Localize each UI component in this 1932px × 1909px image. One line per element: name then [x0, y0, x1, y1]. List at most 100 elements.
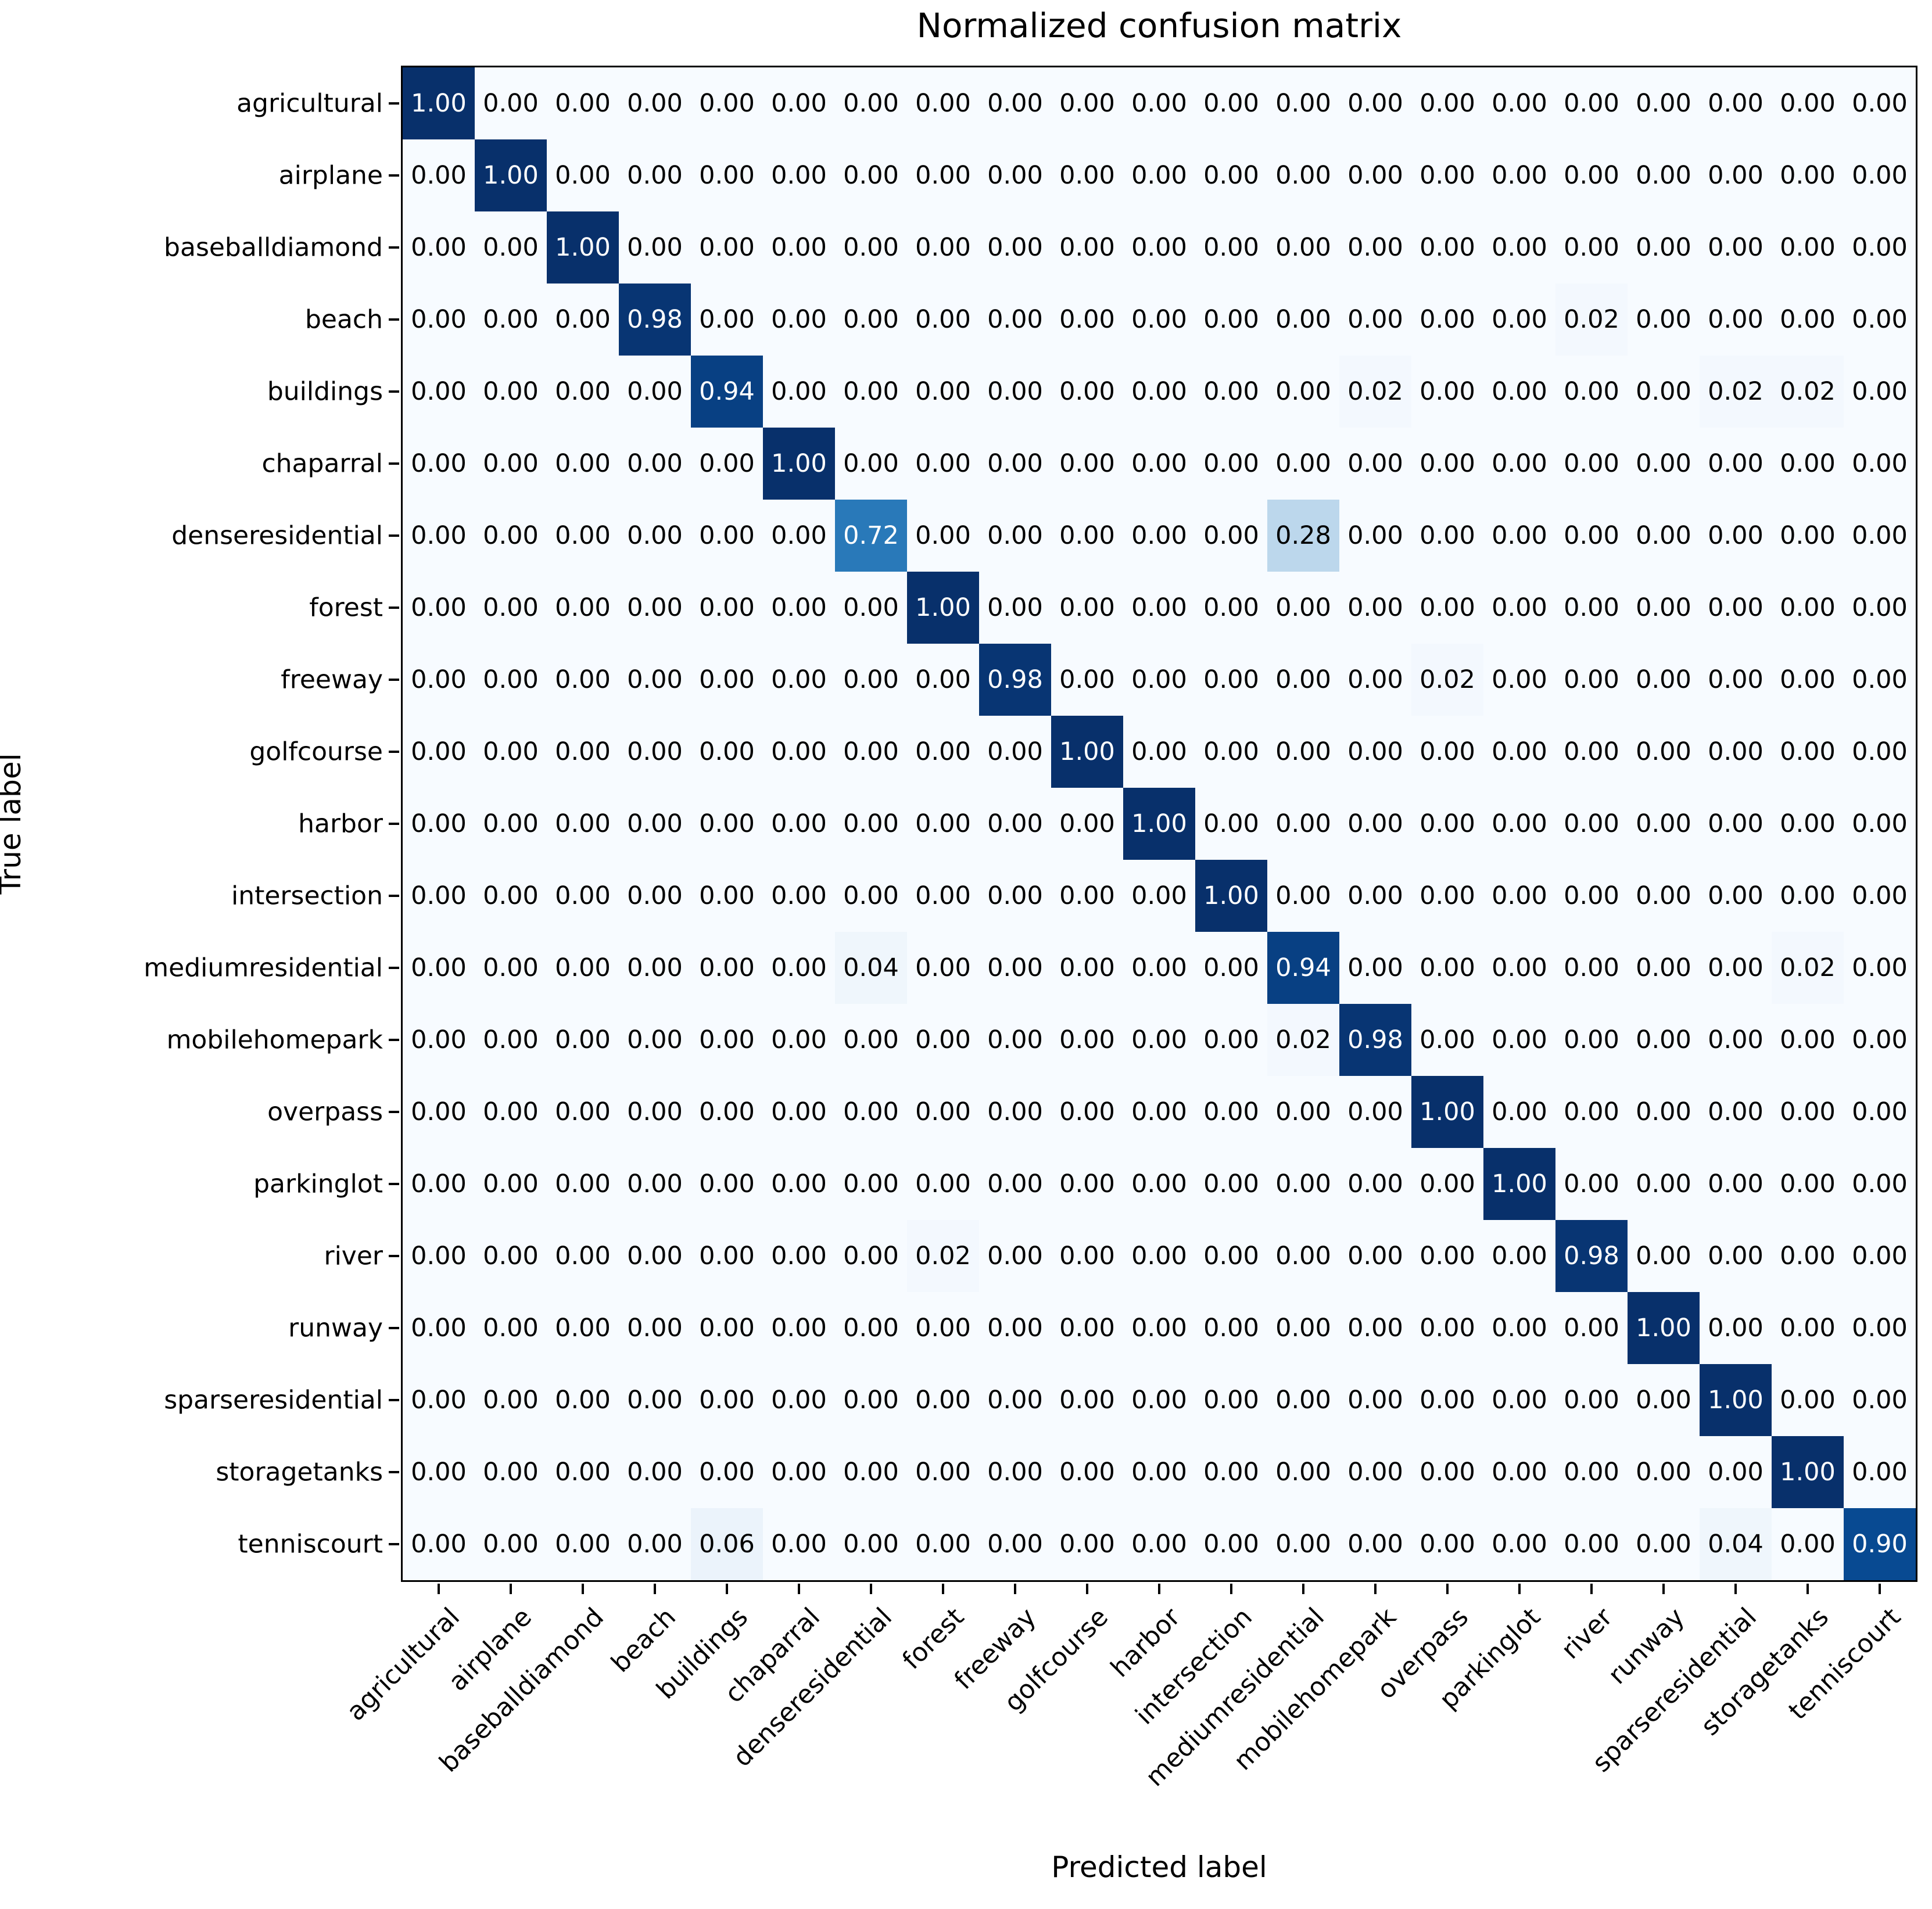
matrix-cell: 0.00 [1123, 1364, 1195, 1436]
matrix-cell: 0.00 [1555, 1436, 1628, 1508]
matrix-cell: 0.00 [547, 1364, 619, 1436]
matrix-cell: 0.00 [691, 1004, 763, 1076]
matrix-cell: 0.00 [907, 1436, 979, 1508]
matrix-cell: 0.00 [1844, 500, 1916, 572]
matrix-cell: 0.00 [475, 356, 547, 428]
matrix-cell: 0.00 [1195, 1436, 1267, 1508]
matrix-cell: 0.02 [1555, 284, 1628, 356]
matrix-cell: 0.00 [979, 1292, 1051, 1364]
matrix-cell: 0.00 [1483, 1292, 1555, 1364]
matrix-cell: 0.00 [691, 788, 763, 860]
matrix-cell: 0.00 [835, 1508, 907, 1580]
matrix-cell: 0.00 [547, 1292, 619, 1364]
matrix-cell: 0.00 [1195, 932, 1267, 1004]
matrix-cell: 0.00 [1123, 284, 1195, 356]
matrix-cell: 0.00 [1339, 788, 1411, 860]
matrix-cell: 0.00 [907, 1148, 979, 1220]
matrix-cell: 0.00 [691, 860, 763, 932]
matrix-cell: 0.00 [979, 1436, 1051, 1508]
x-tick [1806, 1584, 1809, 1594]
matrix-cell: 0.00 [907, 211, 979, 284]
matrix-cell: 0.00 [691, 1292, 763, 1364]
matrix-cell: 0.00 [475, 1220, 547, 1292]
y-tick [389, 1039, 399, 1041]
matrix-cell: 0.00 [691, 284, 763, 356]
matrix-cell: 0.00 [547, 500, 619, 572]
matrix-cell: 0.00 [403, 1148, 475, 1220]
matrix-cell: 0.00 [1844, 67, 1916, 139]
matrix-cell: 0.00 [835, 572, 907, 644]
matrix-cell: 0.00 [763, 932, 835, 1004]
matrix-cell: 0.00 [619, 1292, 691, 1364]
matrix-cell: 0.00 [763, 788, 835, 860]
matrix-cell: 0.00 [1772, 284, 1844, 356]
matrix-cell: 0.00 [1411, 932, 1483, 1004]
y-tick-label: agricultural [236, 88, 383, 119]
matrix-cell: 0.00 [475, 211, 547, 284]
x-tick [438, 1584, 440, 1594]
matrix-cell: 0.00 [1628, 1220, 1700, 1292]
matrix-cell: 0.00 [619, 788, 691, 860]
matrix-cell: 0.00 [1195, 1076, 1267, 1148]
matrix-cell: 0.00 [763, 1508, 835, 1580]
matrix-cell: 0.00 [1267, 1148, 1339, 1220]
matrix-cell: 0.00 [1772, 1220, 1844, 1292]
matrix-cell: 0.00 [547, 932, 619, 1004]
matrix-cell: 0.00 [1628, 1508, 1700, 1580]
matrix-cell: 0.00 [691, 572, 763, 644]
matrix-cell: 0.00 [1844, 932, 1916, 1004]
matrix-cell: 0.00 [835, 1292, 907, 1364]
matrix-cell: 0.00 [547, 356, 619, 428]
matrix-cell: 0.00 [403, 284, 475, 356]
matrix-cell: 0.00 [547, 1004, 619, 1076]
matrix-cell: 0.00 [1339, 1364, 1411, 1436]
matrix-cell: 0.00 [1700, 284, 1772, 356]
y-tick [389, 102, 399, 105]
y-tick [389, 462, 399, 465]
matrix-cell: 0.00 [1411, 860, 1483, 932]
y-tick [389, 246, 399, 249]
matrix-cell: 0.00 [691, 1148, 763, 1220]
matrix-cell: 0.00 [1700, 716, 1772, 788]
matrix-cell: 0.00 [979, 932, 1051, 1004]
matrix-cell: 0.00 [1772, 500, 1844, 572]
matrix-cell: 0.00 [1411, 1004, 1483, 1076]
y-tick [389, 895, 399, 897]
matrix-cell: 0.00 [403, 932, 475, 1004]
matrix-cell: 0.00 [1195, 788, 1267, 860]
y-tick [389, 1111, 399, 1113]
matrix-cell: 0.00 [1628, 1004, 1700, 1076]
matrix-cell: 0.00 [1483, 428, 1555, 500]
matrix-cell: 0.00 [547, 1220, 619, 1292]
matrix-cell: 0.00 [907, 932, 979, 1004]
matrix-cell: 0.00 [475, 1364, 547, 1436]
matrix-cell: 0.00 [1844, 1436, 1916, 1508]
matrix-cell: 0.00 [403, 1076, 475, 1148]
matrix-cell: 0.00 [1555, 572, 1628, 644]
matrix-cell: 0.00 [1844, 356, 1916, 428]
matrix-cell: 0.00 [1700, 860, 1772, 932]
matrix-cell: 0.02 [1772, 932, 1844, 1004]
matrix-cell: 0.00 [835, 428, 907, 500]
y-axis-label: True label [0, 753, 27, 895]
matrix-cell: 0.00 [1123, 644, 1195, 716]
matrix-cell: 0.00 [763, 500, 835, 572]
matrix-cell: 0.98 [1555, 1220, 1628, 1292]
matrix-cell: 0.00 [1339, 572, 1411, 644]
matrix-cell: 0.94 [1267, 932, 1339, 1004]
y-tick-label: parkinglot [253, 1169, 383, 1199]
y-tick [389, 318, 399, 321]
matrix-cell: 0.94 [691, 356, 763, 428]
matrix-cell: 0.00 [907, 428, 979, 500]
matrix-cell: 0.00 [979, 572, 1051, 644]
x-tick [1230, 1584, 1232, 1594]
matrix-cell: 0.00 [619, 1508, 691, 1580]
matrix-cell: 0.00 [1772, 139, 1844, 211]
matrix-cell: 0.00 [1844, 644, 1916, 716]
matrix-cell: 0.00 [763, 572, 835, 644]
matrix-cell: 0.00 [1123, 500, 1195, 572]
matrix-cell: 0.00 [1628, 716, 1700, 788]
matrix-cell: 0.00 [403, 716, 475, 788]
matrix-cell: 0.00 [1267, 428, 1339, 500]
matrix-cell: 0.00 [1555, 356, 1628, 428]
